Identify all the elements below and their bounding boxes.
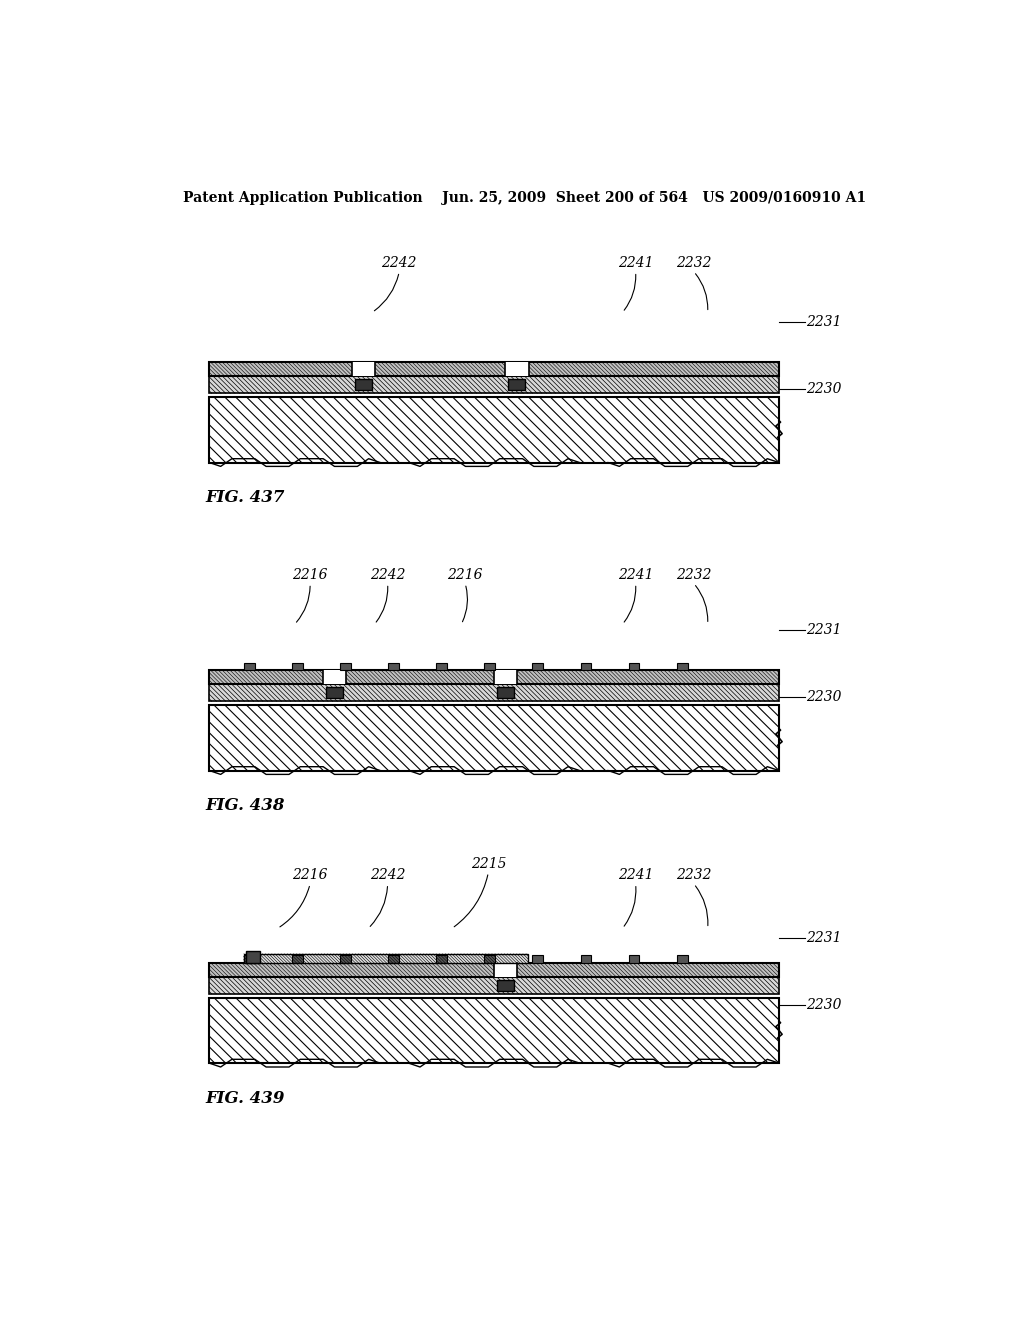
Bar xyxy=(340,956,351,964)
Bar xyxy=(244,954,528,964)
Bar xyxy=(209,671,779,684)
Bar xyxy=(209,705,779,771)
Bar xyxy=(209,977,779,994)
Text: 2231: 2231 xyxy=(806,623,842,638)
Bar xyxy=(292,956,303,964)
Text: 2230: 2230 xyxy=(806,998,842,1012)
Text: 2230: 2230 xyxy=(806,690,842,705)
Bar xyxy=(209,363,779,376)
Bar xyxy=(209,977,779,994)
Bar xyxy=(677,663,687,671)
Text: 2216: 2216 xyxy=(293,869,328,882)
Text: 2231: 2231 xyxy=(806,932,842,945)
Text: 2232: 2232 xyxy=(676,568,712,582)
Text: 2241: 2241 xyxy=(617,256,653,271)
Bar xyxy=(247,950,260,964)
Bar xyxy=(677,956,687,964)
Text: 2216: 2216 xyxy=(293,568,328,582)
Bar xyxy=(244,663,255,671)
Text: FIG. 438: FIG. 438 xyxy=(206,797,285,814)
Bar xyxy=(209,397,779,462)
Text: 2231: 2231 xyxy=(806,315,842,330)
Bar xyxy=(209,671,779,684)
Bar xyxy=(209,397,779,462)
Bar xyxy=(209,376,779,393)
Bar xyxy=(209,964,779,977)
Bar xyxy=(351,363,375,376)
Bar xyxy=(484,956,496,964)
Text: 2232: 2232 xyxy=(676,256,712,271)
Bar xyxy=(354,379,372,391)
Bar xyxy=(327,688,343,698)
Bar xyxy=(244,956,255,964)
Bar xyxy=(629,663,639,671)
Text: 2242: 2242 xyxy=(370,568,406,582)
Bar xyxy=(209,376,779,393)
Bar xyxy=(494,964,517,977)
Bar xyxy=(497,979,514,991)
Bar xyxy=(244,954,528,964)
Text: FIG. 437: FIG. 437 xyxy=(206,490,285,507)
Bar xyxy=(209,964,779,977)
Text: 2232: 2232 xyxy=(676,869,712,882)
Bar xyxy=(209,684,779,701)
Bar xyxy=(209,684,779,701)
Bar xyxy=(209,363,779,376)
Bar xyxy=(340,663,351,671)
Bar xyxy=(209,998,779,1063)
Bar xyxy=(581,663,592,671)
Bar xyxy=(388,663,399,671)
Bar xyxy=(209,998,779,1063)
Bar xyxy=(506,363,528,376)
Text: 2241: 2241 xyxy=(617,568,653,582)
Text: 2230: 2230 xyxy=(806,383,842,396)
Bar xyxy=(532,956,544,964)
Bar xyxy=(509,379,525,391)
Text: 2242: 2242 xyxy=(370,869,406,882)
Bar xyxy=(581,956,592,964)
Text: 2216: 2216 xyxy=(447,568,483,582)
Bar xyxy=(629,956,639,964)
Text: 2242: 2242 xyxy=(382,256,417,271)
Text: 2241: 2241 xyxy=(617,869,653,882)
Text: 2215: 2215 xyxy=(471,857,506,871)
Text: FIG. 439: FIG. 439 xyxy=(206,1090,285,1107)
Bar xyxy=(388,956,399,964)
Bar xyxy=(292,663,303,671)
Bar xyxy=(323,671,346,684)
Text: Patent Application Publication    Jun. 25, 2009  Sheet 200 of 564   US 2009/0160: Patent Application Publication Jun. 25, … xyxy=(183,191,866,206)
Bar xyxy=(532,663,544,671)
Bar xyxy=(209,705,779,771)
Bar xyxy=(436,663,447,671)
Bar xyxy=(494,671,517,684)
Bar xyxy=(436,956,447,964)
Bar xyxy=(484,663,496,671)
Bar xyxy=(497,688,514,698)
